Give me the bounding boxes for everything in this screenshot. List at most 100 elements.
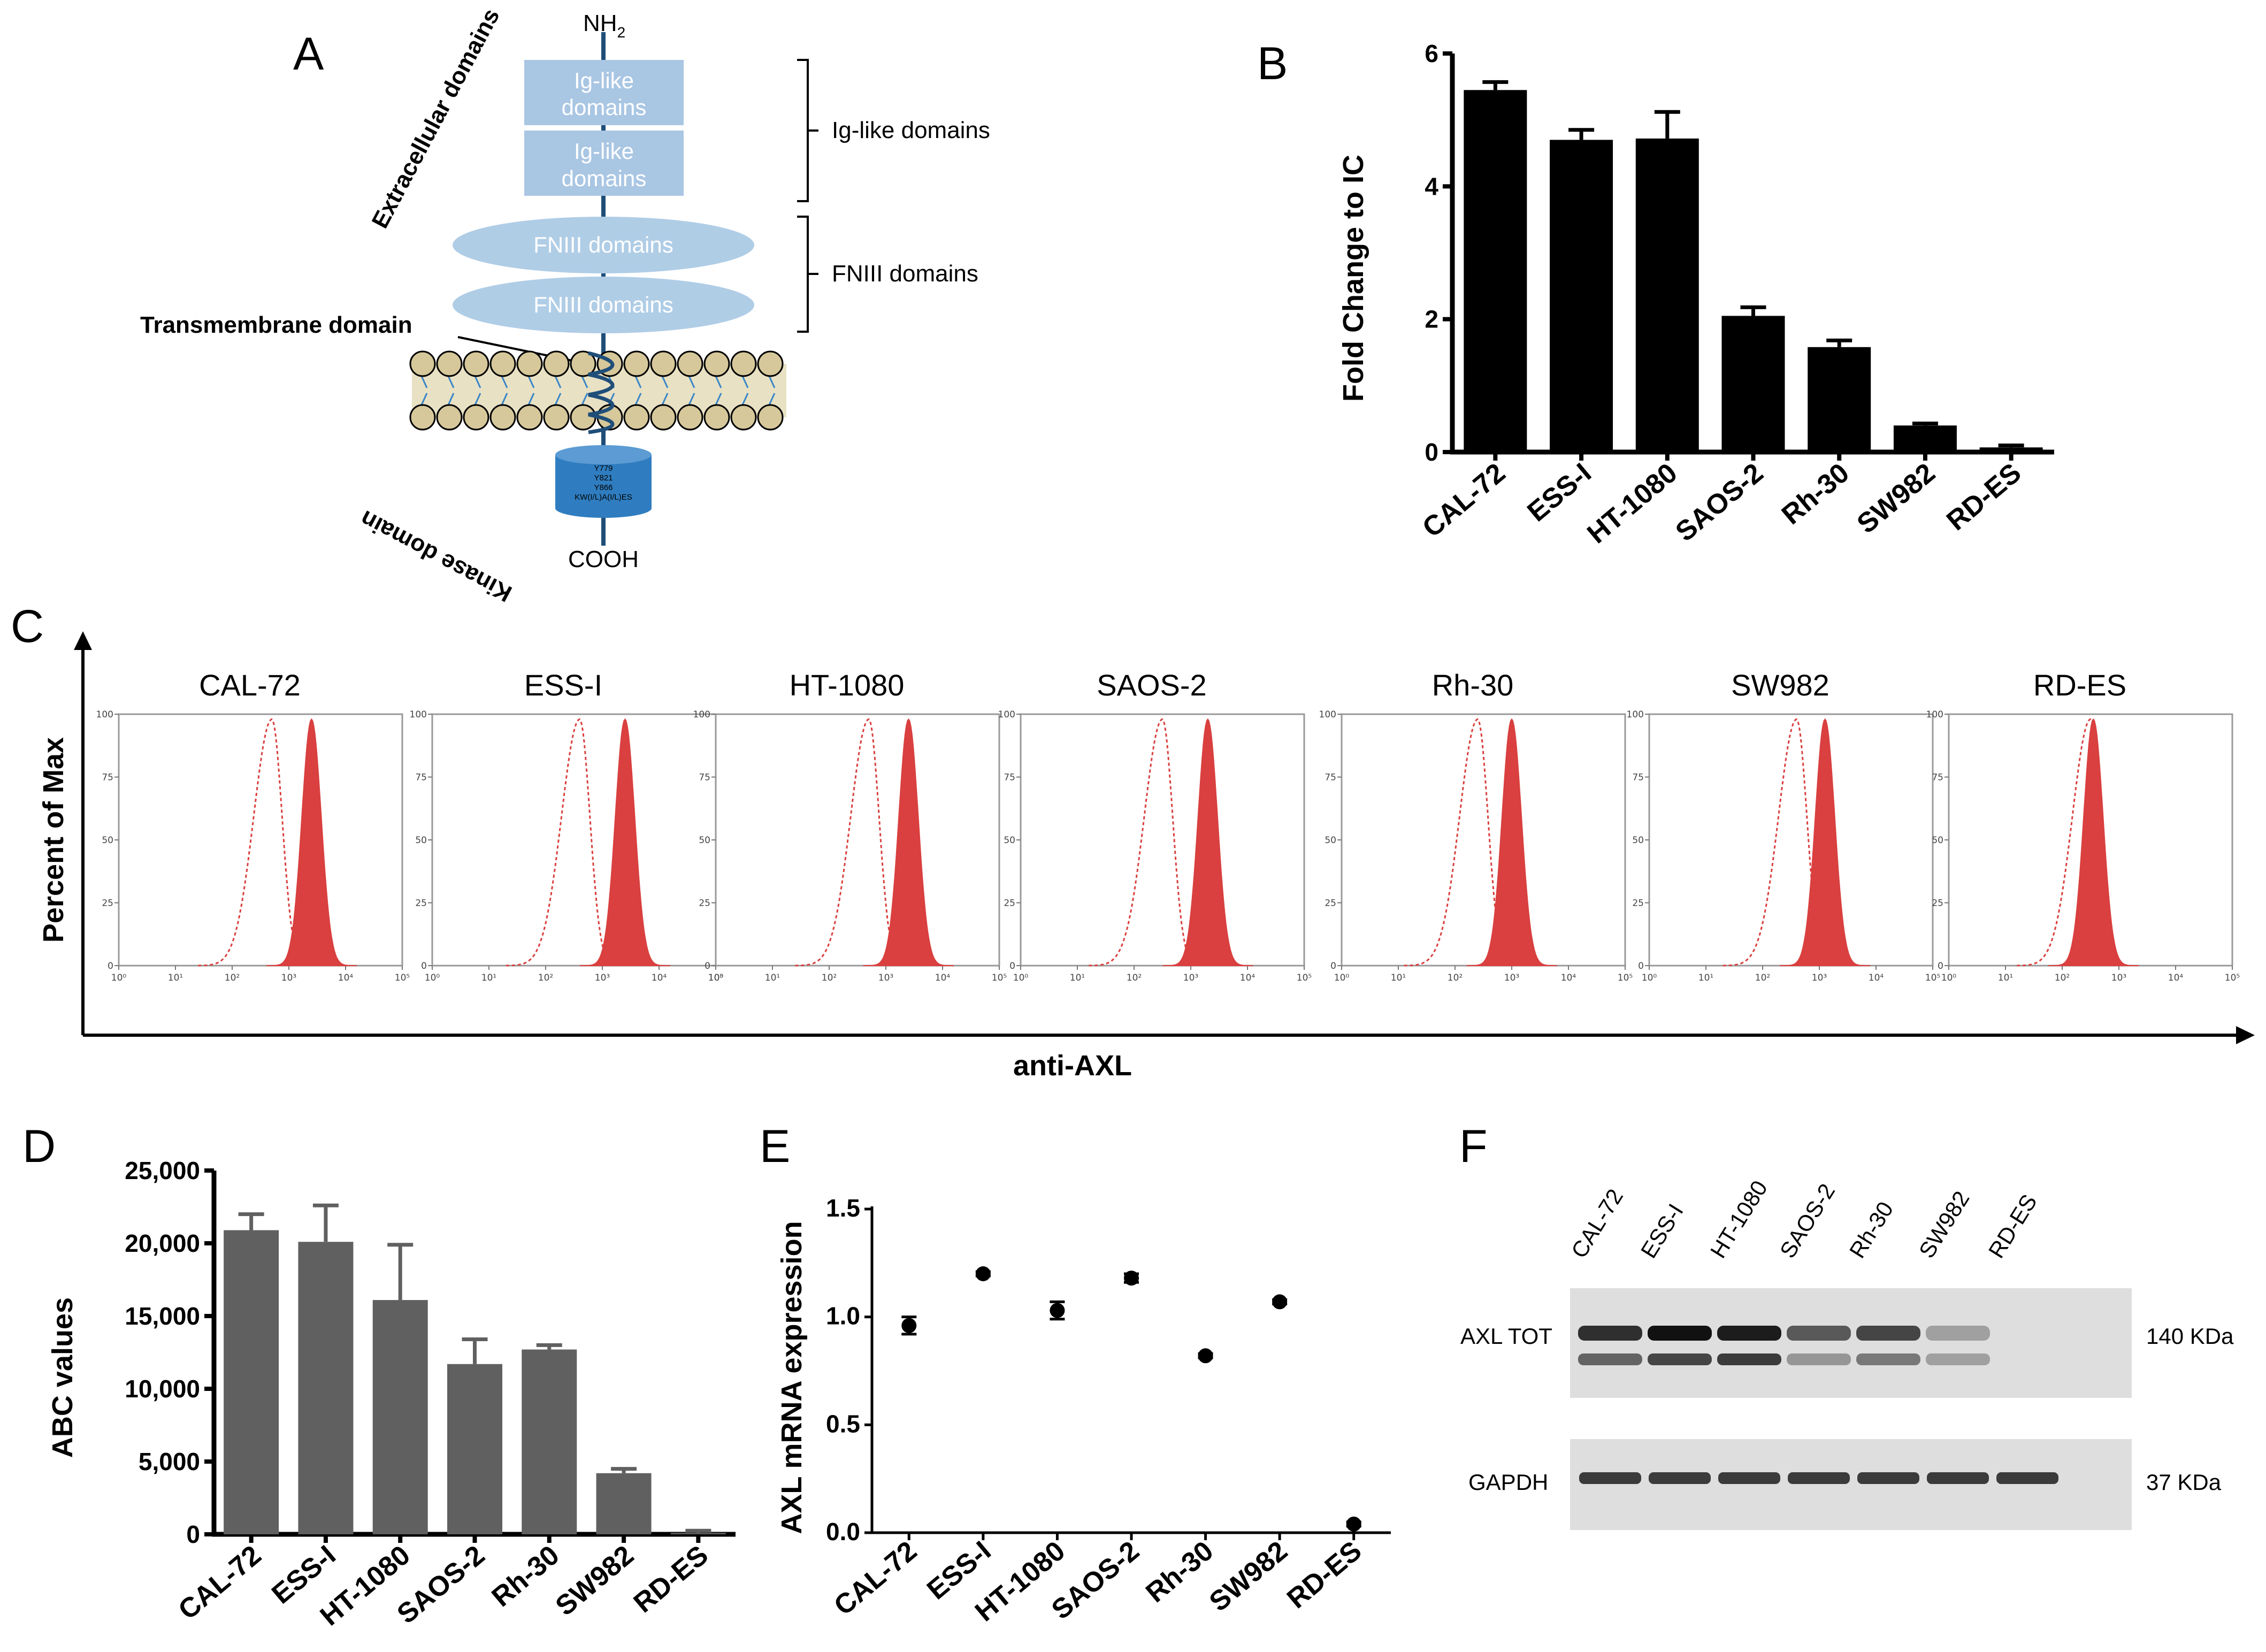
histogram-y-tick-label: 0 [1638,961,1644,972]
histogram-y-tick-label: 0 [1330,961,1336,972]
histogram-x-tick-label: 10⁰ [1334,973,1350,983]
chart-d-bar [372,1300,428,1534]
histogram-y-tick-label: 25 [1632,898,1644,909]
panel-e: E AXL mRNA expression 0.0 0.5 1.0 1.5 CAL-72… [760,1121,1391,1627]
histogram-y-tick-label: 75 [699,773,710,783]
histogram-y-tick-label: 25 [102,898,113,909]
chart-d-x-tick-label: SW982 [550,1540,640,1622]
c-x-arrowhead [2236,1026,2255,1044]
chart-c-histograms: CAL-72 0 25 50 75 100 10⁰ 10¹ 10² 10³ 10⁴ 10⁵ ESS-I 0… [96,668,2240,983]
histogram-y-tick-label: 0 [421,961,427,972]
histogram-y-tick-label: 25 [1004,898,1015,909]
histogram-y-tick-label: 100 [410,709,427,720]
histogram-title: Rh-30 [1432,668,1514,702]
chart-d-bar [447,1364,502,1534]
lipid-head [436,350,463,377]
histogram-x-tick-label: 10² [538,973,553,983]
histogram-y-tick-label: 0 [705,961,710,972]
histogram-x-tick-label: 10¹ [168,973,183,983]
transmembrane-label: Transmembrane domain [140,312,412,338]
histogram-y-tick-label: 25 [699,898,710,909]
lipid-head [650,350,677,377]
panel-label-a: A [293,28,324,80]
histogram-stained-peak [579,718,671,966]
chart-b-bar [1721,316,1785,452]
histogram-x-tick-label: 10⁴ [1561,973,1576,983]
blot-gapdh-band [1649,1472,1711,1484]
histogram-frame [715,713,1000,967]
histogram-x-tick-label: 10² [822,973,837,983]
chart-d-y-tick-label: 5,000 [139,1448,200,1475]
histogram-y-tick-label: 50 [1632,835,1644,846]
chart-d-y-tick-label: 10,000 [125,1375,200,1403]
lipid-head [489,350,516,377]
histogram-y-tick-label: 75 [1932,773,1943,783]
histogram-y-tick-label: 25 [415,898,427,909]
histogram-x-tick-label: 10⁰ [111,973,127,983]
chart-b-bar [1808,347,1871,452]
histogram-x-tick-label: 10⁰ [1941,973,1957,983]
lipid-head [409,350,436,377]
histogram-x-tick-label: 10³ [2111,973,2126,983]
chart-b-x-tick-label: RD-ES [1941,457,2027,537]
lipid-head [703,404,730,431]
blot-lane-label: Rh-30 [1844,1197,1898,1263]
chart-d-ylabel: ABC values [47,1297,79,1458]
histogram-y-tick-label: 75 [415,773,427,783]
histogram-y-tick-label: 75 [1004,773,1015,783]
histogram-x-tick-label: 10⁵ [1618,973,1633,983]
chart-d-bar [224,1230,279,1534]
chart-b-ylabel: Fold Change to IC [1337,155,1369,402]
chart-d-bar [522,1349,577,1534]
histogram-x-tick-label: 10⁵ [992,973,1007,983]
chart-b-x-tick-label: Rh-30 [1776,457,1855,531]
chart-e-y-tick-label: 1.5 [826,1194,860,1222]
lipid-head [463,350,489,377]
histogram-y-tick-label: 75 [1325,773,1336,783]
blot-axl-band-lower [1578,1353,1642,1365]
chart-e-point [1272,1294,1288,1310]
blot-lane-label: HT-1080 [1705,1176,1772,1263]
histogram-y-tick-label: 50 [1325,835,1336,846]
lipid-head [570,350,596,377]
blot-axl-band-upper [1856,1326,1920,1341]
histogram-y-tick-label: 100 [1627,709,1644,720]
chart-e-y-tick-label: 1.0 [826,1302,860,1330]
panel-label-d: D [22,1121,56,1172]
histogram-stained-peak [1162,718,1253,966]
histogram-y-tick-label: 25 [1932,898,1943,909]
chart-b-x-tick-label: HT-1080 [1581,457,1683,550]
histogram-x-tick-label: 10¹ [1998,973,2013,983]
blot-axl-band-lower [1787,1353,1851,1365]
chart-e-y-tick-label: 0.5 [826,1410,860,1437]
kinase-site-4: KW(I/L)A(I/L)ES [575,493,632,502]
ig-domain-2-line2: domains [562,166,647,191]
histogram-x-tick-label: 10⁵ [2225,973,2240,983]
chart-e-x-tick-label: SW982 [1204,1535,1293,1618]
chart-e-point [1124,1271,1139,1286]
histogram-frame [1020,713,1305,967]
histogram-x-tick-label: 10⁵ [1297,973,1312,983]
blot-lane-label: CAL-72 [1566,1184,1628,1263]
lipid-head [489,404,516,431]
ig-domain-box-1 [524,60,684,125]
histogram-x-tick-label: 10⁵ [708,973,723,983]
histogram-y-tick-label: 100 [693,709,710,720]
histogram-stained-peak [2048,718,2139,966]
chart-b-x-tick-label: ESS-I [1521,457,1597,528]
histogram-x-tick-label: 10³ [281,973,296,983]
histogram-x-tick-label: 10⁵ [1925,973,1940,983]
chart-e-x-tick-label: CAL-72 [828,1535,923,1622]
blot-axl-band-upper [1648,1326,1712,1341]
histogram-x-tick-label: 10³ [878,973,893,983]
chart-d-x-tick-label: CAL-72 [173,1540,267,1626]
lipid-head [730,404,757,431]
histogram-x-tick-label: 10⁴ [935,973,951,983]
lipid-head [570,404,596,431]
blot-row-label: GAPDH [1468,1470,1548,1495]
blot-gapdh-band [1788,1472,1850,1484]
chart-b-bar [1550,140,1613,453]
chart-b-x-tick-label: SW982 [1851,457,1941,540]
lipid-head [757,404,784,431]
ig-bracket [797,59,818,202]
